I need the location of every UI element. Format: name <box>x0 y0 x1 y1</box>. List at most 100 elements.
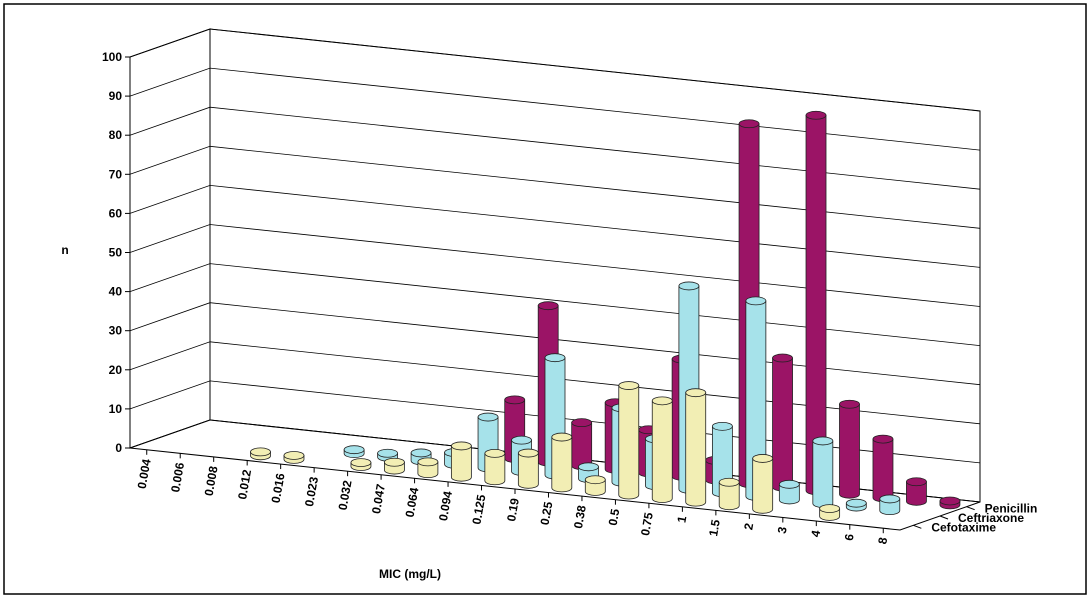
y-tick-label: 90 <box>109 89 123 103</box>
cylinder <box>906 481 927 506</box>
cylinder-top <box>350 458 372 467</box>
cylinder <box>618 385 640 500</box>
x-tick-label: 0.094 <box>436 490 455 522</box>
y-tick-label: 10 <box>109 402 123 416</box>
x-tick-label: 3 <box>775 525 790 534</box>
cylinder-top <box>745 296 767 306</box>
y-tick-label: 0 <box>115 441 122 455</box>
x-tick-label: 0.25 <box>538 500 556 526</box>
cylinder-top <box>839 399 860 409</box>
grid-line <box>129 341 981 425</box>
cylinder <box>517 452 539 489</box>
cylinder-top <box>939 496 961 506</box>
cylinder <box>812 440 834 508</box>
cylinder-top <box>718 477 740 487</box>
cylinder-top <box>772 353 793 363</box>
cylinder-top <box>584 475 606 485</box>
x-tick-label: 1.5 <box>706 518 723 537</box>
z-tick-label: Ceftriaxone <box>958 511 1024 525</box>
cylinder <box>752 458 774 514</box>
cylinder-top <box>384 457 405 467</box>
cylinder-top <box>578 462 599 472</box>
cylinder-top <box>450 441 472 451</box>
x-tick-label: 0.032 <box>336 479 355 511</box>
y-tick-label: 100 <box>102 50 122 64</box>
cylinder <box>772 357 793 492</box>
x-tick-label: 6 <box>842 532 857 541</box>
x-tick-label: 0.125 <box>469 493 488 525</box>
y-tick-label: 30 <box>109 324 123 338</box>
cylinder <box>450 445 472 482</box>
cylinder-top <box>906 477 927 487</box>
cylinder <box>778 483 800 505</box>
grid-line <box>129 28 981 112</box>
z-tick <box>966 506 975 511</box>
cylinder-top <box>778 479 800 489</box>
cylinder-top <box>250 447 271 457</box>
x-tick-label: 0.5 <box>606 507 623 526</box>
cylinder-top <box>845 498 867 508</box>
cylinder-top <box>819 504 841 514</box>
x-tick-label: 0.19 <box>504 497 522 523</box>
grid-line <box>129 145 981 229</box>
cylinder-top <box>537 301 559 311</box>
cylinder-top <box>283 451 305 460</box>
cylinder-top <box>711 421 733 431</box>
cylinder-top <box>872 434 894 444</box>
cylinder-top <box>678 281 700 291</box>
x-tick-label: 0.064 <box>403 486 422 518</box>
cylinder-top <box>417 457 439 467</box>
cylinder-top <box>618 381 640 390</box>
cylinder-top <box>484 448 506 458</box>
cylinder <box>484 452 506 486</box>
x-tick-label: 1 <box>674 515 689 524</box>
cylinder-top <box>511 435 532 445</box>
grid-line <box>129 302 981 386</box>
grid-line <box>129 106 981 190</box>
cylinder-top <box>738 119 760 129</box>
cylinder-top <box>377 448 399 458</box>
x-tick-label: 0.047 <box>369 483 388 515</box>
cylinder-top <box>517 448 539 458</box>
x-tick-label: 0.016 <box>269 472 288 504</box>
x-tick-label: 0.008 <box>202 465 221 497</box>
cylinder-top <box>343 445 365 455</box>
z-tick <box>939 515 949 520</box>
cylinder-top <box>410 448 432 458</box>
grid-line <box>129 184 981 268</box>
x-axis-label: MIC (mg/L) <box>379 567 441 581</box>
cylinder-top <box>805 110 827 120</box>
x-tick-label: 4 <box>808 529 823 538</box>
x-tick-label: 0.75 <box>638 511 656 537</box>
x-tick-label: 0.38 <box>571 504 589 530</box>
y-tick-label: 50 <box>109 246 123 260</box>
grid-line <box>129 224 981 307</box>
z-tick-label: Penicillin <box>985 502 1038 516</box>
cylinder-top <box>651 396 673 406</box>
y-tick-label: 40 <box>109 285 123 299</box>
z-tick <box>913 524 922 529</box>
z-tick-label: Cefotaxime <box>931 520 996 534</box>
grid-line <box>129 67 981 151</box>
cylinder-top <box>477 412 499 422</box>
cylinder <box>718 481 740 511</box>
cylinder-top <box>544 353 566 363</box>
x-tick-label: 0.023 <box>302 475 321 507</box>
y-tick-label: 80 <box>109 128 123 142</box>
grid-line <box>129 263 981 346</box>
cylinder-top <box>879 494 901 504</box>
x-tick-label: 0.006 <box>168 461 187 493</box>
cylinder-top <box>504 395 526 405</box>
cylinder-top <box>685 388 707 398</box>
cylinder-top <box>752 454 774 463</box>
cylinder <box>839 403 860 499</box>
cylinder <box>417 461 439 479</box>
cylinder <box>551 436 573 493</box>
cylinder-top <box>571 418 593 428</box>
cylinder <box>685 392 707 507</box>
y-tick-label: 70 <box>109 167 123 181</box>
cylinder-top <box>551 432 573 442</box>
cylinder-top <box>812 436 834 446</box>
y-tick-label: 60 <box>109 206 123 220</box>
